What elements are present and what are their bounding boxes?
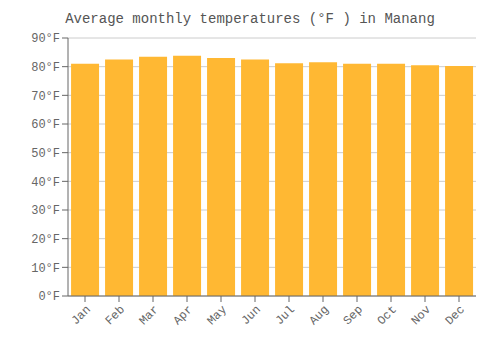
svg-text:Jan: Jan [69,303,94,328]
svg-text:30°F: 30°F [31,204,60,218]
svg-text:40°F: 40°F [31,176,60,190]
svg-text:Aug: Aug [307,303,332,328]
svg-text:0°F: 0°F [38,290,60,304]
svg-text:60°F: 60°F [31,118,60,132]
svg-text:Nov: Nov [409,303,434,328]
svg-text:Apr: Apr [171,303,196,328]
svg-text:Jun: Jun [239,303,264,328]
svg-text:Mar: Mar [137,303,162,328]
svg-text:Feb: Feb [103,303,128,328]
svg-text:50°F: 50°F [31,147,60,161]
svg-text:20°F: 20°F [31,233,60,247]
svg-text:70°F: 70°F [31,90,60,104]
html-text:Average monthly temperatures (: Average monthly temperatures (°F ) in Ma… [65,11,435,27]
svg-text:80°F: 80°F [31,61,60,75]
svg-text:10°F: 10°F [31,262,60,276]
svg-text:May: May [205,303,230,328]
svg-text:Jul: Jul [273,303,298,328]
svg-text:Dec: Dec [443,303,468,328]
svg-text:Sep: Sep [341,303,366,328]
svg-text:Oct: Oct [375,303,400,328]
svg-text:90°F: 90°F [31,32,60,46]
